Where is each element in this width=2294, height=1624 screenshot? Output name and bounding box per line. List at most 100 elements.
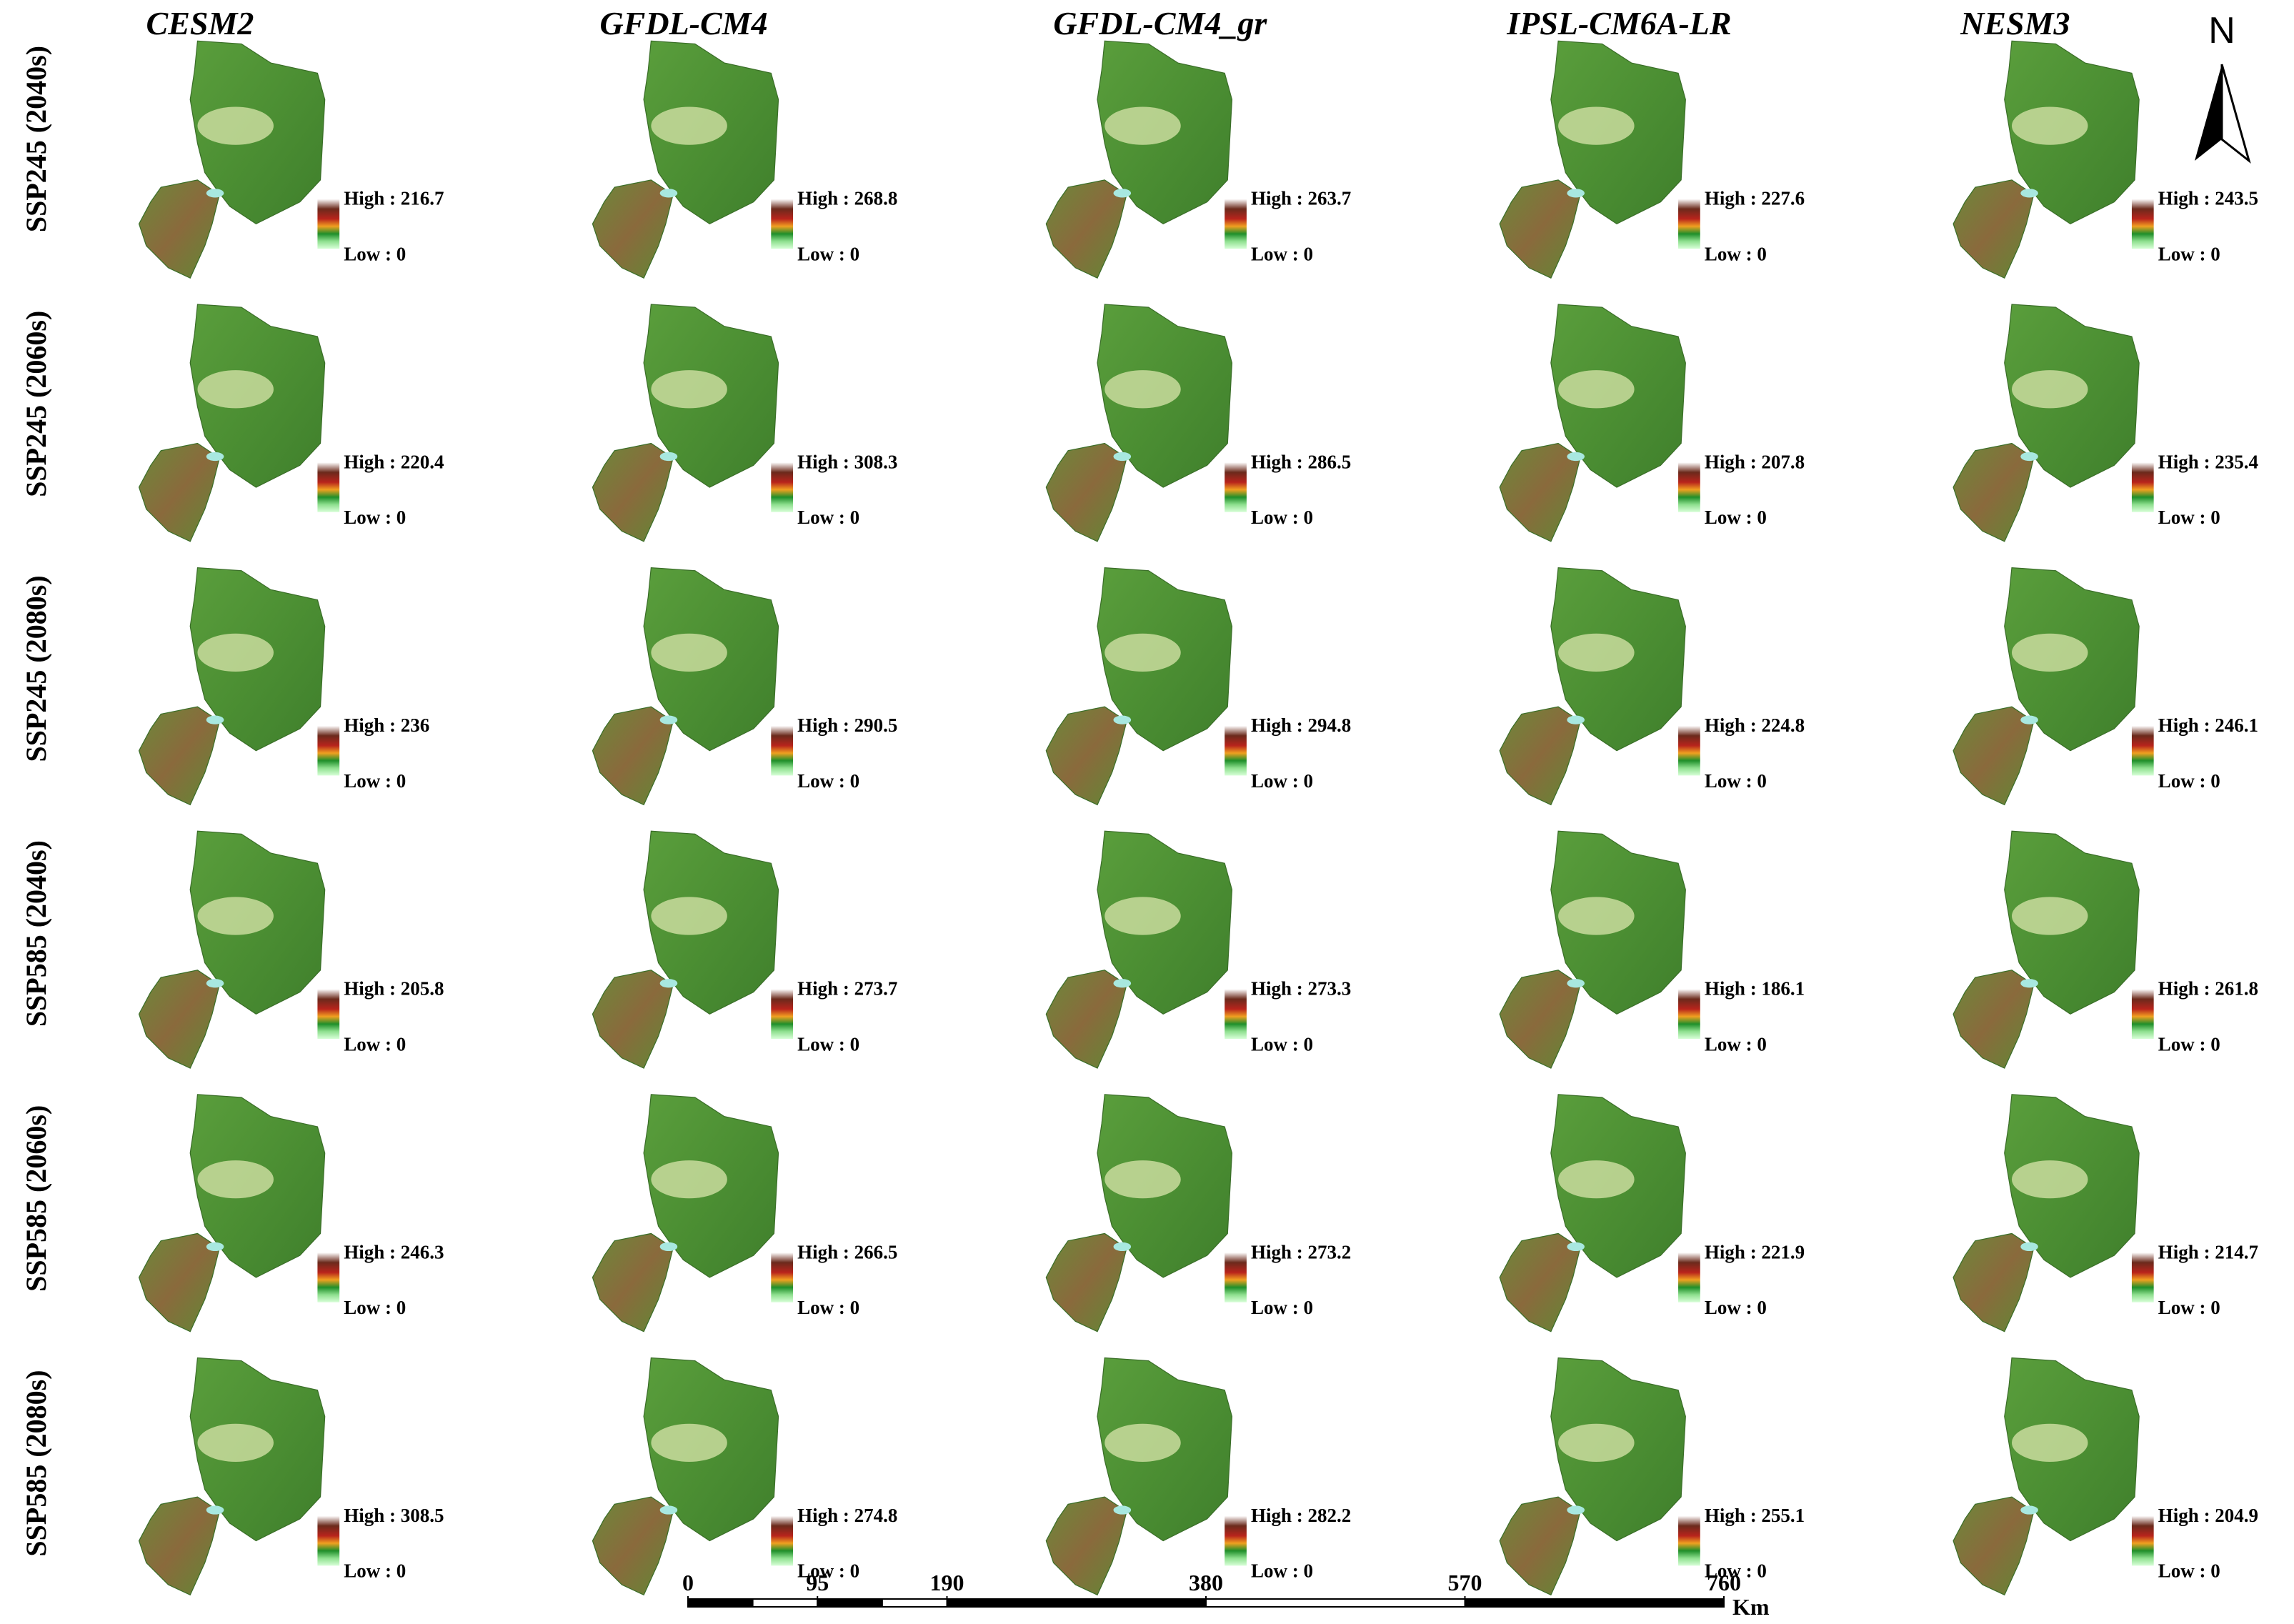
column-title: GFDL-CM4_gr	[1053, 5, 1267, 41]
row-title: SSP585 (2060s)	[20, 1105, 52, 1292]
map-shape	[1953, 1093, 2140, 1332]
map	[138, 1093, 326, 1332]
legend-low: Low : 0	[344, 244, 406, 265]
map-shape	[592, 303, 779, 542]
legend-low: Low : 0	[797, 1297, 859, 1318]
map-panel: High : 207.8 Low : 0	[1499, 303, 1805, 542]
scale-segment	[1205, 1598, 1466, 1608]
map	[1499, 303, 1687, 542]
scale-label: 95	[806, 1570, 829, 1595]
map	[1953, 303, 2140, 542]
scale-segment	[817, 1598, 883, 1608]
map	[1953, 40, 2140, 279]
map-shape	[1045, 40, 1233, 279]
map	[1953, 1357, 2140, 1596]
legend-ramp	[317, 1252, 340, 1302]
map-panel: High : 246.3 Low : 0	[138, 1093, 444, 1332]
legend-ramp	[2131, 989, 2154, 1040]
legend-low: Low : 0	[344, 1297, 406, 1318]
legend-low: Low : 0	[2158, 1033, 2220, 1055]
map-panel: High : 294.8 Low : 0	[1045, 567, 1351, 806]
column-title: GFDL-CM4	[599, 5, 767, 41]
map	[1045, 303, 1233, 542]
legend-low: Low : 0	[1251, 1033, 1313, 1055]
map-shape	[1953, 1357, 2140, 1596]
map	[592, 303, 779, 542]
map	[1953, 830, 2140, 1070]
map-panel: High : 308.5 Low : 0	[138, 1357, 444, 1596]
scale-segment	[881, 1598, 948, 1608]
legend-low: Low : 0	[1705, 507, 1767, 528]
map-panel: High : 282.2 Low : 0	[1045, 1357, 1351, 1596]
map-panel: High : 220.4 Low : 0	[138, 303, 444, 542]
map-shape	[592, 1093, 779, 1332]
legend-high: High : 186.1	[1705, 978, 1805, 1000]
map	[1953, 1093, 2140, 1332]
arrow-left	[2195, 64, 2222, 161]
map-panel: High : 214.7 Low : 0	[1953, 1093, 2258, 1332]
legend-high: High : 235.4	[2158, 451, 2258, 472]
legend-ramp	[2131, 1515, 2154, 1566]
legend-high: High : 243.5	[2158, 188, 2258, 209]
scale-segment	[687, 1598, 754, 1608]
legend-low: Low : 0	[1705, 1297, 1767, 1318]
legend-ramp	[1225, 199, 1247, 249]
map-panel: High : 246.1 Low : 0	[1953, 567, 2258, 806]
legend-ramp	[1225, 989, 1247, 1040]
legend-high: High : 205.8	[344, 978, 444, 1000]
legend-high: High : 308.3	[797, 451, 897, 472]
legend-high: High : 220.4	[344, 451, 444, 472]
legend-ramp	[1225, 1515, 1247, 1566]
map-shape	[592, 1357, 779, 1596]
map-panel: High : 266.5 Low : 0	[592, 1093, 897, 1332]
map-panel: High : 255.1 Low : 0	[1499, 1357, 1805, 1596]
legend-high: High : 268.8	[797, 188, 897, 209]
map-panel: High : 243.5 Low : 0	[1953, 40, 2258, 279]
legend-high: High : 266.5	[797, 1241, 897, 1262]
north-label: N	[2208, 10, 2235, 51]
map-shape	[592, 830, 779, 1070]
scale-label: 190	[930, 1570, 964, 1595]
legend-high: High : 216.7	[344, 188, 444, 209]
legend-low: Low : 0	[2158, 1297, 2220, 1318]
map-panel: High : 236 Low : 0	[138, 567, 429, 806]
map-shape	[1499, 567, 1687, 806]
map	[1045, 1093, 1233, 1332]
legend-low: Low : 0	[2158, 507, 2220, 528]
legend-high: High : 246.1	[2158, 714, 2258, 736]
legend-high: High : 227.6	[1705, 188, 1805, 209]
legend-ramp	[1678, 199, 1700, 249]
legend-low: Low : 0	[344, 770, 406, 792]
legend-high: High : 214.7	[2158, 1241, 2258, 1262]
legend-ramp	[771, 199, 794, 249]
map-shape	[138, 303, 326, 542]
legend-low: Low : 0	[1705, 244, 1767, 265]
column-title: NESM3	[1960, 5, 2070, 41]
legend-high: High : 224.8	[1705, 714, 1805, 736]
map-panel: High : 308.3 Low : 0	[592, 303, 897, 542]
legend-ramp	[1678, 725, 1700, 776]
legend-high: High : 273.3	[1251, 978, 1351, 1000]
map-panel: High : 273.2 Low : 0	[1045, 1093, 1351, 1332]
map	[1499, 1093, 1687, 1332]
map	[1045, 567, 1233, 806]
map	[138, 303, 326, 542]
legend-ramp	[317, 725, 340, 776]
legend-ramp	[317, 1515, 340, 1566]
map	[592, 567, 779, 806]
map	[1499, 1357, 1687, 1596]
map-panel: High : 205.8 Low : 0	[138, 830, 444, 1070]
map-panel: High : 274.8 Low : 0	[592, 1357, 897, 1596]
legend-low: Low : 0	[797, 770, 859, 792]
legend-high: High : 207.8	[1705, 451, 1805, 472]
north-arrow: N	[2195, 10, 2251, 164]
map	[1953, 567, 2140, 806]
map	[138, 40, 326, 279]
legend-low: Low : 0	[1705, 1033, 1767, 1055]
legend-low: Low : 0	[1251, 244, 1313, 265]
legend-low: Low : 0	[344, 1033, 406, 1055]
arrow-right	[2220, 64, 2251, 164]
map-shape	[138, 567, 326, 806]
